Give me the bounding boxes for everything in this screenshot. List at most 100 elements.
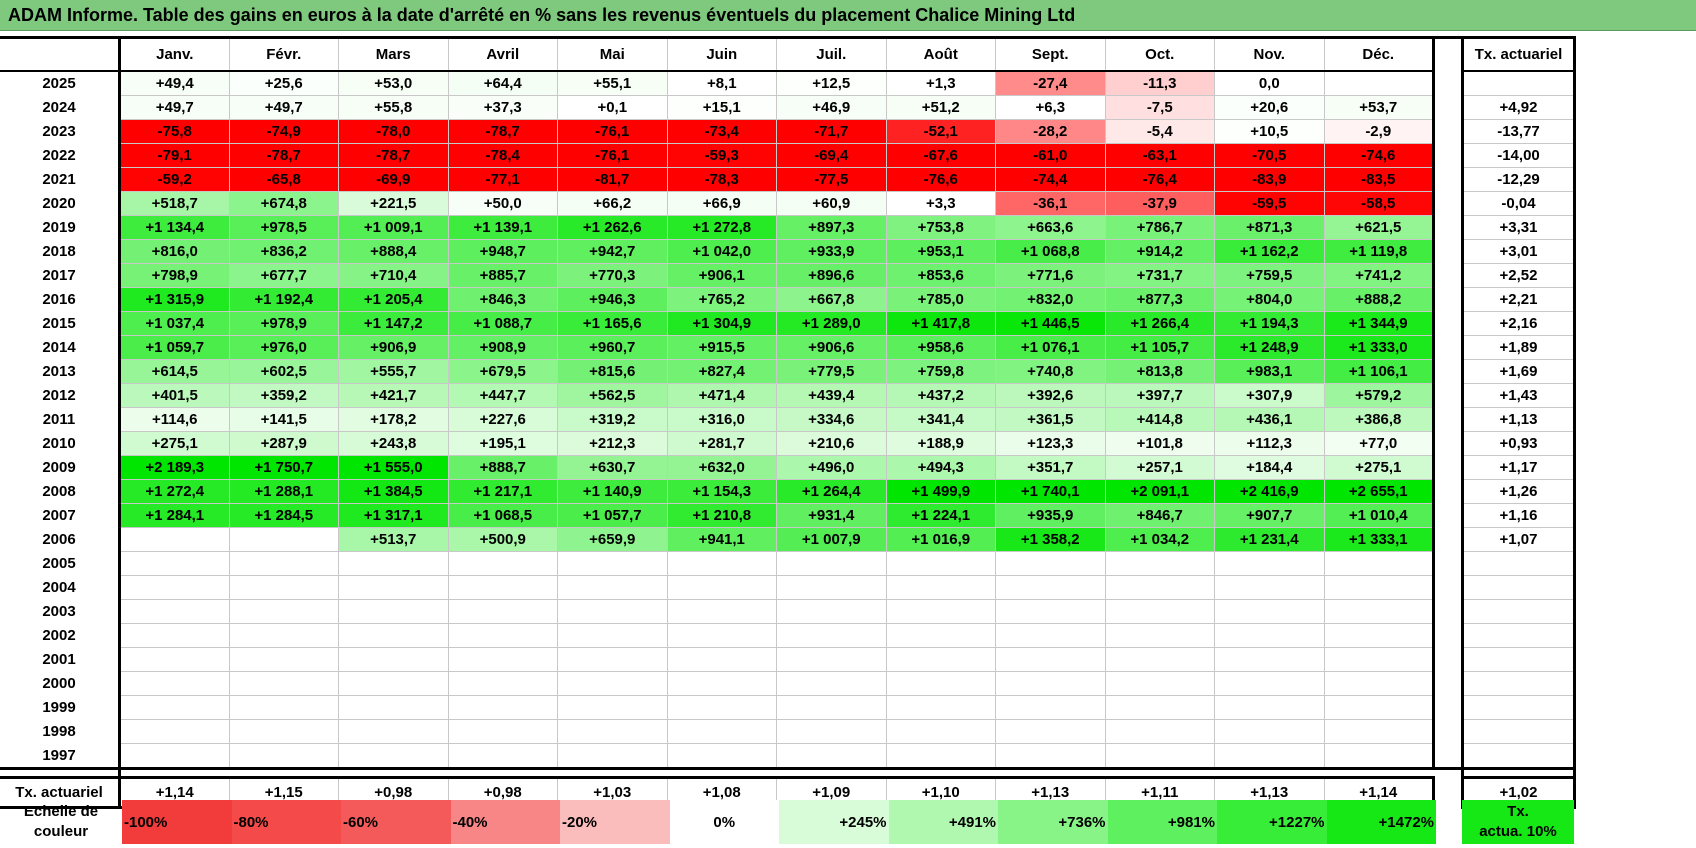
year-label: 2020 <box>42 195 76 212</box>
gain-cell: +602,5 <box>228 359 339 384</box>
gain-cell <box>447 647 558 672</box>
gain-cell: -27,4 <box>995 70 1106 96</box>
gain-cell: +397,7 <box>1104 383 1215 408</box>
gain-cell: +816,0 <box>118 239 230 264</box>
gain-cell: +1 076,1 <box>995 335 1106 360</box>
gain-cell <box>995 551 1106 576</box>
gain-cell: +935,9 <box>995 503 1106 528</box>
gain-cell: +494,3 <box>885 455 996 480</box>
gain-cell <box>338 575 449 600</box>
actuarial-rate-cell <box>1461 551 1576 576</box>
gain-cell: +1 205,4 <box>338 287 449 312</box>
gain-cell: +1 417,8 <box>885 311 996 336</box>
gain-cell: 0,0 <box>1214 70 1325 96</box>
gain-cell: +740,8 <box>995 359 1106 384</box>
gain-cell: +1 147,2 <box>338 311 449 336</box>
gain-cell: -65,8 <box>228 167 339 192</box>
actuarial-rate-cell <box>1461 695 1576 720</box>
legend-actuarial-swatch: Tx. actua. 10% <box>1462 800 1574 844</box>
gain-cell: -74,9 <box>228 119 339 144</box>
gain-cell: +46,9 <box>776 95 887 120</box>
table-row: 2020 +518,7 +674,8 +221,5 +50,0 +66,2 +66,9 +60… <box>0 191 1576 216</box>
gain-cell <box>1323 575 1435 600</box>
gain-cell: +1 555,0 <box>338 455 449 480</box>
gain-cell: +1 750,7 <box>228 455 339 480</box>
gain-cell <box>666 719 777 744</box>
gain-cell: +55,1 <box>557 70 668 96</box>
gain-cell: -76,1 <box>557 119 668 144</box>
gain-cell <box>1323 623 1435 648</box>
gain-cell <box>228 671 339 696</box>
gain-cell: +978,9 <box>228 311 339 336</box>
gain-cell: +853,6 <box>885 263 996 288</box>
gain-cell <box>447 599 558 624</box>
gain-cell <box>1323 695 1435 720</box>
gain-cell: +836,2 <box>228 239 339 264</box>
gain-cell: -74,6 <box>1323 143 1435 168</box>
gain-cell: -69,4 <box>776 143 887 168</box>
gain-cell: +1 499,9 <box>885 479 996 504</box>
gain-cell: +877,3 <box>1104 287 1215 312</box>
gain-cell: +1 068,5 <box>447 503 558 528</box>
gain-cell: +933,9 <box>776 239 887 264</box>
gain-cell <box>666 671 777 696</box>
gain-cell: +785,0 <box>885 287 996 312</box>
legend-swatch: -40% <box>450 800 560 844</box>
gain-cell <box>995 743 1106 770</box>
actuarial-rate-cell: +3,31 <box>1461 215 1576 240</box>
gain-cell: -76,1 <box>557 143 668 168</box>
gain-cell: +1 088,7 <box>447 311 558 336</box>
gain-cell: +49,7 <box>118 95 230 120</box>
gain-cell <box>118 695 230 720</box>
gain-cell: +630,7 <box>557 455 668 480</box>
legend-swatch: -100% <box>122 800 232 844</box>
legend-swatch: -80% <box>231 800 341 844</box>
gain-cell: +906,1 <box>666 263 777 288</box>
gain-cell: +500,9 <box>447 527 558 552</box>
actuarial-rate-cell: +1,07 <box>1461 527 1576 552</box>
actuarial-rate-cell: -13,77 <box>1461 119 1576 144</box>
gain-cell: -76,6 <box>885 167 996 192</box>
legend-swatch: +245% <box>779 800 889 844</box>
gain-cell: +55,8 <box>338 95 449 120</box>
month-header: Févr. <box>228 36 339 72</box>
gain-cell: +1 037,4 <box>118 311 230 336</box>
legend-swatch: +1227% <box>1217 800 1327 844</box>
corner-cell <box>0 36 120 72</box>
gain-cell: +1 289,0 <box>776 311 887 336</box>
gain-cell: +53,7 <box>1323 95 1435 120</box>
gain-cell: +316,0 <box>666 407 777 432</box>
gain-cell <box>1104 743 1215 770</box>
gain-cell <box>228 623 339 648</box>
gain-cell <box>1214 623 1325 648</box>
gain-cell: +212,3 <box>557 431 668 456</box>
gain-cell: +1 068,8 <box>995 239 1106 264</box>
gain-cell: +1 140,9 <box>557 479 668 504</box>
gain-cell: +1 262,6 <box>557 215 668 240</box>
gain-cell: +632,0 <box>666 455 777 480</box>
gain-cell: +1 009,1 <box>338 215 449 240</box>
gain-cell <box>338 695 449 720</box>
gain-cell <box>1104 599 1215 624</box>
year-label: 2015 <box>42 315 76 332</box>
month-header: Août <box>885 36 996 72</box>
gain-cell: +123,3 <box>995 431 1106 456</box>
gain-cell <box>1214 647 1325 672</box>
gain-cell <box>557 719 668 744</box>
gain-cell: +221,5 <box>338 191 449 216</box>
gain-cell <box>228 743 339 770</box>
gain-cell: +53,0 <box>338 70 449 96</box>
gain-cell: +341,4 <box>885 407 996 432</box>
gain-cell: +15,1 <box>666 95 777 120</box>
gain-cell <box>557 647 668 672</box>
actuarial-rate-cell <box>1461 575 1576 600</box>
table-row: 2012 +401,5 +359,2 +421,7 +447,7 +562,5 +471,4… <box>0 383 1576 408</box>
year-label: 2010 <box>42 435 76 452</box>
legend-label: Echelle de couleur <box>0 800 122 844</box>
gain-cell <box>995 599 1106 624</box>
gain-cell: +210,6 <box>776 431 887 456</box>
gain-cell <box>557 671 668 696</box>
gain-cell <box>118 623 230 648</box>
gain-cell: +392,6 <box>995 383 1106 408</box>
gain-cell <box>666 623 777 648</box>
